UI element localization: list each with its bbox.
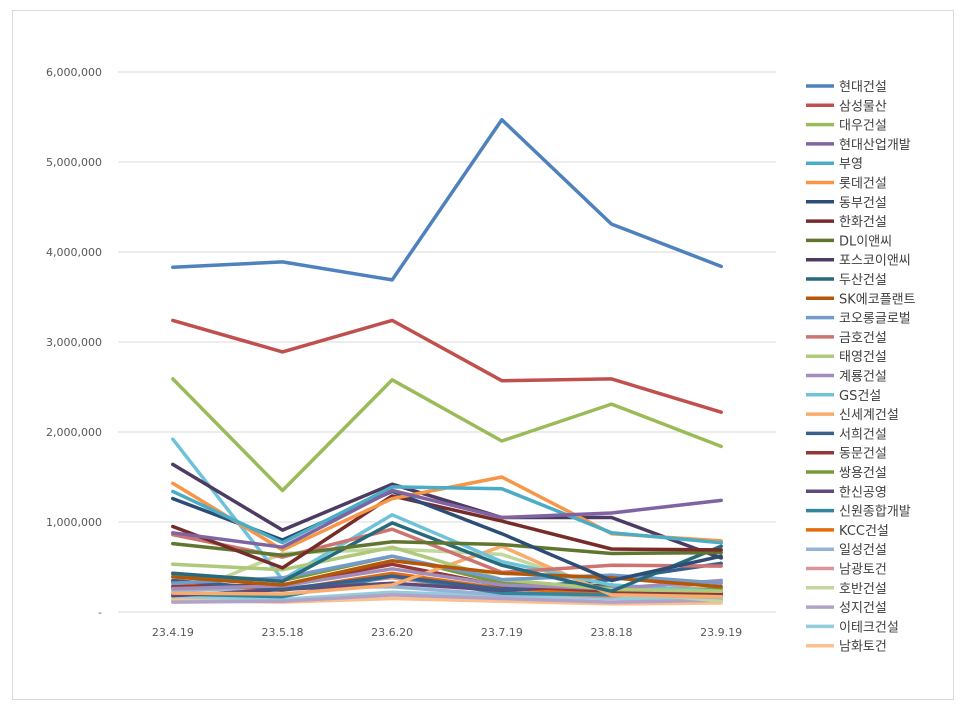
legend-label: GS건설 bbox=[839, 389, 881, 404]
legend-label: 성지건설 bbox=[839, 601, 887, 616]
legend-label: 코오롱글로벌 bbox=[839, 312, 911, 327]
series-line bbox=[171, 462, 723, 560]
legend-label: 현대건설 bbox=[839, 80, 887, 95]
legend-label: 태영건설 bbox=[839, 350, 887, 365]
y-tick-label: 1,000,000 bbox=[46, 516, 102, 529]
x-axis-ticks: 23.4.19 23.5.18 23.6.20 23.7.19 23.8.18 23.9.… bbox=[152, 626, 742, 639]
y-tick-label: 3,000,000 bbox=[46, 336, 102, 349]
legend-label: 쌍용건설 bbox=[839, 466, 887, 481]
series-line bbox=[171, 117, 723, 282]
series-line bbox=[171, 540, 723, 558]
legend-label: DL이앤씨 bbox=[839, 234, 892, 249]
x-tick-label: 23.7.19 bbox=[481, 626, 523, 639]
legend-label: 계룡건설 bbox=[839, 370, 887, 385]
y-tick-label: 4,000,000 bbox=[46, 246, 102, 259]
legend-label: 동부건설 bbox=[839, 196, 887, 211]
y-tick-label: 6,000,000 bbox=[46, 66, 102, 79]
series-line bbox=[171, 494, 723, 570]
legend-label: 이테크건설 bbox=[839, 620, 899, 635]
x-tick-label: 23.8.18 bbox=[591, 626, 633, 639]
series-line bbox=[171, 567, 723, 591]
y-tick-label: - bbox=[98, 606, 102, 619]
legend-label: 서희건설 bbox=[839, 427, 887, 442]
legend-label: 동문건설 bbox=[839, 447, 887, 462]
series-line bbox=[171, 377, 723, 493]
legend-label: 신세계건설 bbox=[839, 408, 899, 423]
legend-label: 남광토건 bbox=[839, 563, 887, 578]
series-line bbox=[171, 318, 723, 414]
series-line bbox=[171, 558, 723, 589]
series-line bbox=[171, 485, 723, 545]
x-tick-label: 23.6.20 bbox=[371, 626, 413, 639]
series-line bbox=[171, 590, 723, 602]
legend-label: 한신공영 bbox=[839, 485, 887, 500]
legend-label: 대우건설 bbox=[839, 119, 887, 134]
x-tick-label: 23.9.19 bbox=[700, 626, 742, 639]
legend-label: 금호건설 bbox=[839, 331, 887, 346]
legend-label: 삼성물산 bbox=[839, 99, 887, 114]
gridlines bbox=[118, 71, 776, 613]
legend-label: 롯데건설 bbox=[839, 177, 887, 192]
legend-label: 남화토건 bbox=[839, 640, 887, 655]
x-tick-label: 23.4.19 bbox=[152, 626, 194, 639]
legend-label: 한화건설 bbox=[839, 215, 887, 230]
legend-label: 신원종합개발 bbox=[839, 505, 911, 520]
legend-label: SK에코플랜트 bbox=[839, 292, 916, 307]
legend-label: 현대산업개발 bbox=[839, 138, 911, 153]
series-line bbox=[171, 593, 723, 604]
y-axis-ticks: - 1,000,000 2,000,000 3,000,000 4,000,000 5,0… bbox=[46, 66, 102, 619]
y-tick-label: 2,000,000 bbox=[46, 426, 102, 439]
legend-label: 부영 bbox=[839, 157, 863, 172]
legend-label: 포스코이앤씨 bbox=[839, 254, 911, 269]
y-tick-label: 5,000,000 bbox=[46, 156, 102, 169]
series-line bbox=[171, 545, 723, 594]
series-line bbox=[171, 488, 723, 549]
legend-label: 일성건설 bbox=[839, 543, 887, 558]
legend-label: 호반건설 bbox=[839, 582, 887, 597]
x-tick-label: 23.5.18 bbox=[262, 626, 304, 639]
series-lines bbox=[171, 117, 723, 606]
legend-label: 두산건설 bbox=[839, 273, 887, 288]
legend-label: KCC건설 bbox=[839, 524, 889, 539]
